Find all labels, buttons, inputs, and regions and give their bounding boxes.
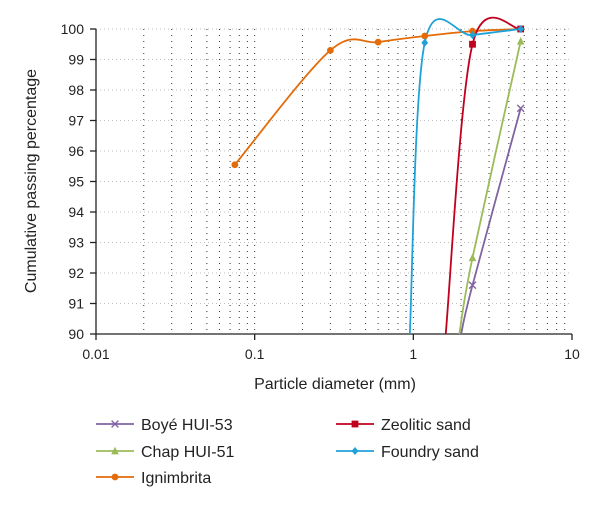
legend-item-boy-hui-53: Boyé HUI-53 bbox=[96, 417, 233, 434]
series-line-zeolitic-sand bbox=[444, 16, 521, 335]
y-tick-label: 93 bbox=[68, 235, 84, 251]
y-tick-label: 90 bbox=[68, 326, 84, 342]
y-tick-label: 98 bbox=[68, 82, 84, 98]
legend-label: Boyé HUI-53 bbox=[141, 417, 233, 434]
legend: Boyé HUI-53 Chap HUI-51 Ignimbrita Zeolitic… bbox=[96, 417, 479, 487]
x-tick-label: 1 bbox=[409, 346, 417, 362]
legend-label: Zeolitic sand bbox=[381, 417, 471, 434]
data-point-ignimbrita bbox=[374, 38, 382, 46]
legend-item-foundry-sand: Foundry sand bbox=[336, 444, 479, 461]
y-tick-label: 91 bbox=[68, 296, 84, 312]
y-tick-label: 97 bbox=[68, 113, 84, 129]
y-axis-title: Cumulative passing percentage bbox=[23, 69, 40, 293]
x-tick-label: 0.01 bbox=[82, 346, 109, 362]
y-tick-labels: 90 91 92 93 94 95 96 97 98 99 100 bbox=[61, 21, 85, 342]
data-point-chap-hui-51 bbox=[468, 253, 477, 262]
legend-label: Foundry sand bbox=[381, 444, 479, 461]
y-tick-label: 92 bbox=[68, 265, 84, 281]
x-tick-label: 10 bbox=[564, 346, 580, 362]
legend-swatch-marker bbox=[111, 446, 119, 455]
x-axis-title: Particle diameter (mm) bbox=[254, 376, 416, 393]
series-line-ignimbrita bbox=[234, 28, 521, 166]
data-point-boy-hui-53 bbox=[468, 281, 477, 290]
series-markers bbox=[231, 25, 525, 290]
y-tick-label: 100 bbox=[61, 21, 85, 37]
data-point-foundry-sand bbox=[517, 25, 525, 33]
data-point-chap-hui-51 bbox=[516, 37, 525, 45]
data-point-foundry-sand bbox=[421, 38, 429, 47]
y-tick-label: 94 bbox=[68, 204, 84, 220]
data-point-ignimbrita bbox=[326, 46, 334, 54]
legend-swatch-marker bbox=[351, 447, 359, 455]
legend-item-zeolitic-sand: Zeolitic sand bbox=[336, 417, 471, 434]
data-point-foundry-sand bbox=[469, 31, 476, 40]
marker-stroke bbox=[516, 104, 525, 113]
legend-swatch-marker bbox=[111, 473, 119, 481]
data-point-boy-hui-53 bbox=[516, 104, 525, 113]
marker-stroke bbox=[111, 420, 119, 428]
x-tick-labels: 0.01 0.1 1 10 bbox=[82, 346, 580, 362]
marker-stroke bbox=[468, 281, 477, 290]
legend-label: Chap HUI-51 bbox=[141, 444, 234, 461]
legend-swatch-marker bbox=[351, 420, 359, 428]
series-line-chap-hui-51 bbox=[458, 41, 522, 335]
legend-swatch-marker bbox=[111, 420, 119, 428]
y-tick-label: 99 bbox=[68, 52, 84, 68]
data-point-ignimbrita bbox=[231, 161, 239, 169]
y-tick-label: 96 bbox=[68, 143, 84, 159]
axes bbox=[90, 28, 573, 340]
legend-item-ignimbrita: Ignimbrita bbox=[96, 470, 211, 487]
series-line-boy-hui-53 bbox=[460, 108, 522, 335]
data-point-ignimbrita bbox=[421, 32, 429, 40]
legend-label: Ignimbrita bbox=[141, 470, 211, 487]
legend-item-chap-hui-51: Chap HUI-51 bbox=[96, 444, 234, 461]
series-line-foundry-sand bbox=[408, 18, 521, 335]
y-tick-label: 95 bbox=[68, 174, 84, 190]
data-point-zeolitic-sand bbox=[469, 40, 476, 48]
x-tick-label: 0.1 bbox=[245, 346, 265, 362]
